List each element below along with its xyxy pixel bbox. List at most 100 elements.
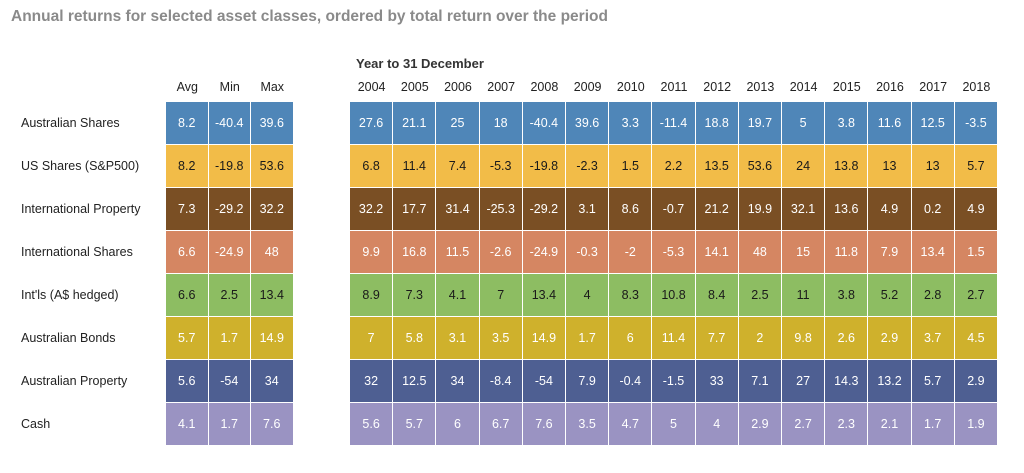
year-cell: 12.5 (911, 102, 955, 145)
year-cell: 5.7 (393, 403, 437, 446)
year-cell: 4 (695, 403, 739, 446)
stat-cell: 8.2 (166, 102, 209, 145)
year-heading: Year to 31 December (356, 56, 484, 71)
year-cell: 32.2 (350, 188, 394, 231)
year-cell: 2 (738, 317, 782, 360)
year-cell: 32.1 (782, 188, 826, 231)
year-cell: 3.5 (566, 403, 610, 446)
stat-cell: 5.6 (166, 360, 209, 403)
row-label: International Shares (21, 245, 133, 259)
year-cell: 7.1 (738, 360, 782, 403)
year-cell: -11.4 (652, 102, 696, 145)
year-cell: -1.5 (652, 360, 696, 403)
year-cell: 9.8 (782, 317, 826, 360)
year-cell: 31.4 (436, 188, 480, 231)
year-cell: 8.9 (350, 274, 394, 317)
year-cell: 13 (868, 145, 912, 188)
year-cell: 3.3 (609, 102, 653, 145)
year-cell: 7.4 (436, 145, 480, 188)
year-cell: 7 (350, 317, 394, 360)
year-cell: 13.4 (522, 274, 566, 317)
year-cell: 1.5 (609, 145, 653, 188)
year-cell: 11.6 (868, 102, 912, 145)
year-cell: -19.8 (522, 145, 566, 188)
year-header-2012: 2012 (703, 80, 732, 94)
year-cell: -2.3 (566, 145, 610, 188)
year-cell: 2.9 (738, 403, 782, 446)
year-cell: 4.1 (436, 274, 480, 317)
year-cell: 6.7 (479, 403, 523, 446)
stat-cell: 5.7 (166, 317, 209, 360)
year-cell: 3.7 (911, 317, 955, 360)
year-cell: 48 (738, 231, 782, 274)
stat-cell: -29.2 (208, 188, 251, 231)
year-header-2016: 2016 (876, 80, 904, 94)
year-cell: 12.5 (393, 360, 437, 403)
year-cell: -0.3 (566, 231, 610, 274)
year-header-2011: 2011 (660, 80, 688, 94)
year-cell: 5 (652, 403, 696, 446)
year-cell: 2.1 (868, 403, 912, 446)
year-header-2014: 2014 (789, 80, 818, 94)
year-cell: 2.5 (738, 274, 782, 317)
year-cell: 2.6 (825, 317, 869, 360)
year-cell: 16.8 (393, 231, 437, 274)
year-cell: 11.8 (825, 231, 869, 274)
year-cell: 4.9 (868, 188, 912, 231)
year-cell: 1.9 (954, 403, 998, 446)
year-cell: 21.1 (393, 102, 437, 145)
year-cell: -2 (609, 231, 653, 274)
year-cell: 1.7 (911, 403, 955, 446)
year-cell: 13.4 (911, 231, 955, 274)
stat-cell: -19.8 (208, 145, 251, 188)
year-header-2018: 2018 (962, 80, 991, 94)
year-cell: 1.7 (566, 317, 610, 360)
stat-cell: 53.6 (251, 145, 294, 188)
year-header-2015: 2015 (832, 80, 861, 94)
year-cell: 8.6 (609, 188, 653, 231)
year-cell: 5.8 (393, 317, 437, 360)
year-cell: 5.7 (954, 145, 998, 188)
year-cell: 7.7 (695, 317, 739, 360)
row-label: Australian Bonds (21, 331, 116, 345)
year-cell: 3.1 (566, 188, 610, 231)
year-cell: 11.4 (652, 317, 696, 360)
year-cell: 32 (350, 360, 394, 403)
row-label: US Shares (S&P500) (21, 159, 140, 173)
year-cell: -40.4 (522, 102, 566, 145)
year-cell: 18.8 (695, 102, 739, 145)
year-cell: 13.8 (825, 145, 869, 188)
year-cell: 2.8 (911, 274, 955, 317)
year-cell: 14.3 (825, 360, 869, 403)
year-cell: 19.7 (738, 102, 782, 145)
stat-cell: 34 (251, 360, 294, 403)
year-cell: 6 (609, 317, 653, 360)
year-cell: 14.1 (695, 231, 739, 274)
year-cell: 7 (479, 274, 523, 317)
year-cell: 7.6 (522, 403, 566, 446)
year-cell: 7.3 (393, 274, 437, 317)
year-cell: 15 (782, 231, 826, 274)
year-cell: -3.5 (954, 102, 998, 145)
year-cell: 7.9 (566, 360, 610, 403)
year-cell: 2.7 (954, 274, 998, 317)
year-cell: 27.6 (350, 102, 394, 145)
stat-cell: 6.6 (166, 231, 209, 274)
stat-cell: 7.6 (251, 403, 294, 446)
year-cell: 7.9 (868, 231, 912, 274)
year-cell: 53.6 (738, 145, 782, 188)
year-cell: 5.6 (350, 403, 394, 446)
year-cell: -5.3 (652, 231, 696, 274)
stat-cell: 1.7 (208, 317, 251, 360)
year-cell: 5.2 (868, 274, 912, 317)
year-cell: 3.5 (479, 317, 523, 360)
year-cell: 3.1 (436, 317, 480, 360)
year-cell: -2.6 (479, 231, 523, 274)
year-cell: 8.3 (609, 274, 653, 317)
stat-cell: -24.9 (208, 231, 251, 274)
year-cell: -29.2 (522, 188, 566, 231)
year-cell: 6 (436, 403, 480, 446)
year-cell: 17.7 (393, 188, 437, 231)
year-cell: -0.7 (652, 188, 696, 231)
stat-cell: 14.9 (251, 317, 294, 360)
